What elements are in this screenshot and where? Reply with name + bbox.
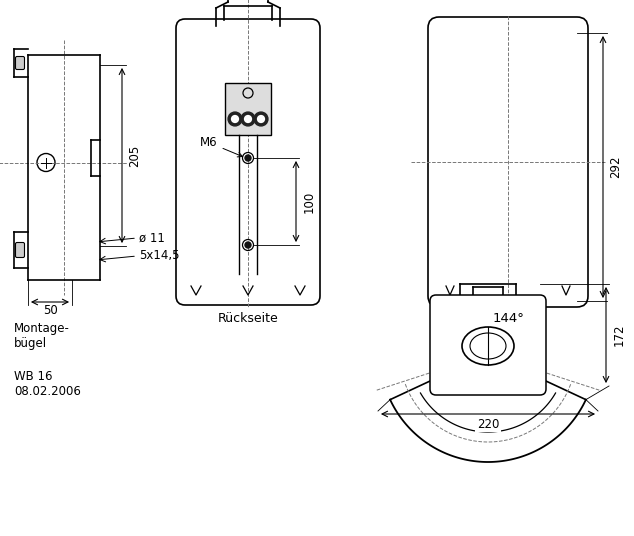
Text: 172: 172 xyxy=(612,324,626,346)
Circle shape xyxy=(245,242,251,248)
FancyBboxPatch shape xyxy=(15,56,25,70)
Circle shape xyxy=(228,112,242,126)
Text: 50: 50 xyxy=(42,304,57,317)
FancyBboxPatch shape xyxy=(430,295,546,395)
Text: 5x14,5: 5x14,5 xyxy=(139,249,179,263)
Text: Montage-
bügel: Montage- bügel xyxy=(14,322,70,350)
Text: Rückseite: Rückseite xyxy=(217,312,278,325)
FancyBboxPatch shape xyxy=(15,242,25,257)
Bar xyxy=(225,83,271,135)
Circle shape xyxy=(241,112,255,126)
Text: 144°: 144° xyxy=(492,312,524,325)
FancyBboxPatch shape xyxy=(176,19,320,305)
Circle shape xyxy=(257,115,264,123)
Circle shape xyxy=(245,115,252,123)
Circle shape xyxy=(245,155,251,161)
Text: 205: 205 xyxy=(129,144,141,167)
Circle shape xyxy=(254,112,268,126)
FancyBboxPatch shape xyxy=(428,17,588,307)
Text: ø 11: ø 11 xyxy=(139,232,165,244)
Text: 100: 100 xyxy=(302,190,316,213)
Text: 220: 220 xyxy=(477,418,499,430)
Circle shape xyxy=(231,115,238,123)
Text: 292: 292 xyxy=(609,156,623,178)
Text: M6: M6 xyxy=(200,136,242,157)
Text: WB 16
08.02.2006: WB 16 08.02.2006 xyxy=(14,370,81,398)
